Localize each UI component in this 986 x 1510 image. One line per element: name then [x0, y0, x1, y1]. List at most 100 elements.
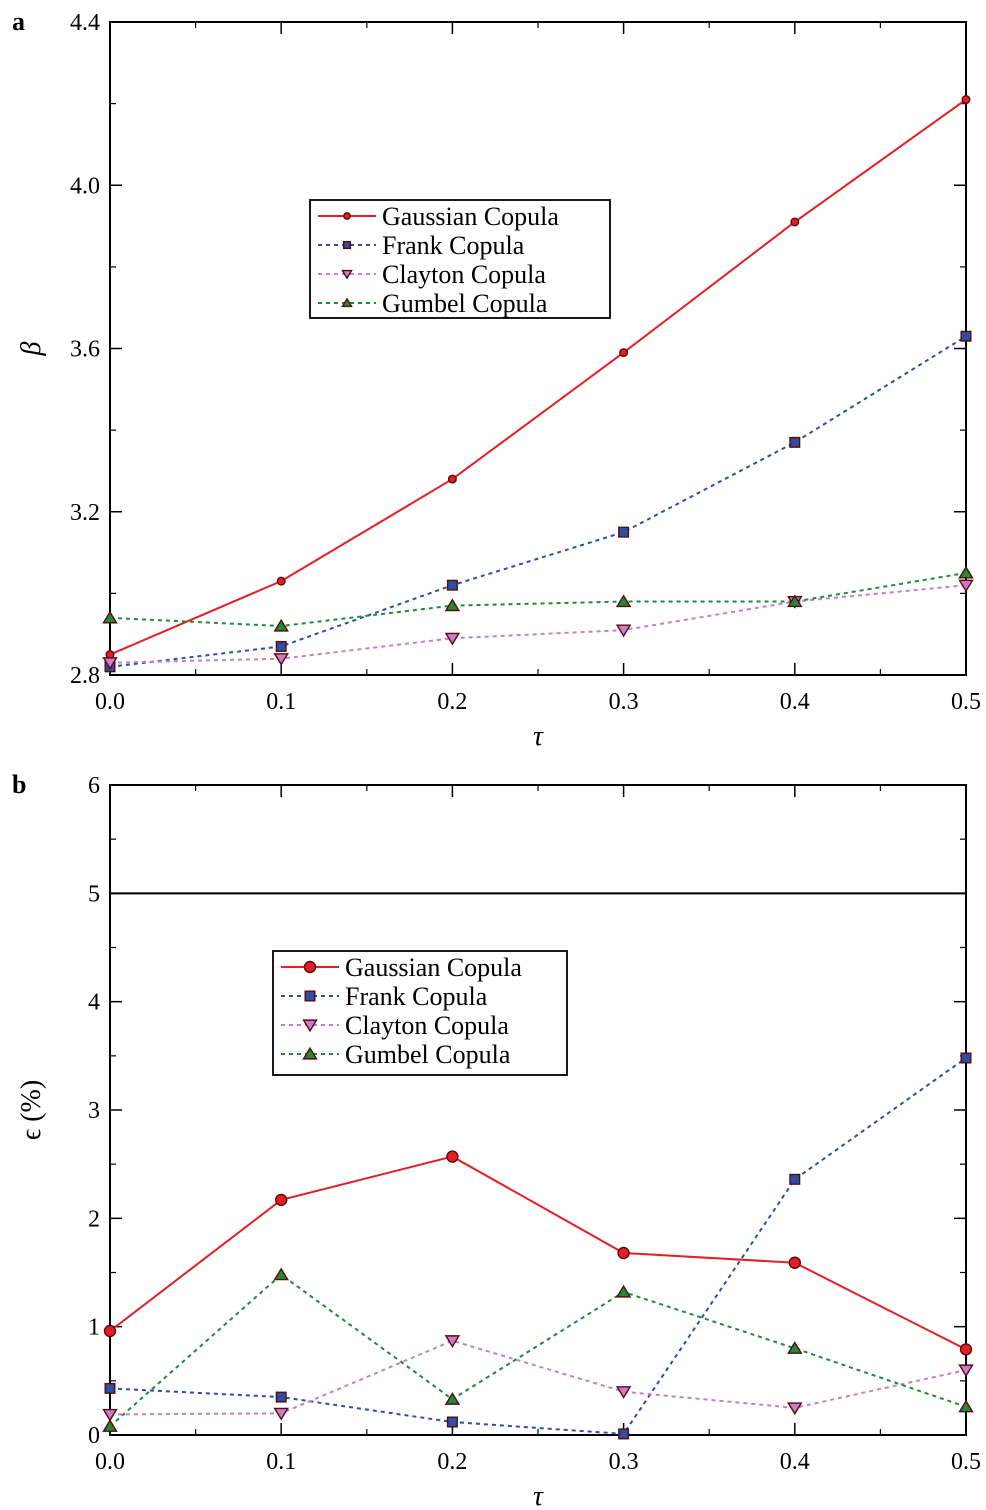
y-axis-label-a: β [16, 341, 47, 356]
point-b-gumbel-copula-4 [787, 1341, 803, 1354]
x-tick-label-a-5: 0.5 [951, 689, 981, 715]
point-b-clayton-copula-1 [273, 1407, 289, 1421]
series-line-b-gumbel-copula [109, 1273, 967, 1428]
point-a-frank-copula-5 [960, 330, 972, 342]
y-tick-label-b-3: 3 [88, 1098, 100, 1124]
point-a-gaussian-copula-3 [619, 348, 629, 358]
point-b-frank-copula-4 [789, 1173, 801, 1185]
legend-box-a [309, 199, 611, 319]
x-tick-label-a-2: 0.2 [437, 689, 467, 715]
point-a-gumbel-copula-4 [787, 594, 803, 608]
point-b-clayton-copula-3 [615, 1386, 632, 1399]
legend-label-a-gaussian-copula: Gaussian Copula [382, 202, 559, 231]
series-line-a-frank-copula [109, 335, 967, 668]
legend-marker-a-frank-copula [342, 240, 352, 250]
point-a-gumbel-copula-3 [615, 594, 632, 608]
point-b-frank-copula-5 [960, 1052, 972, 1064]
legend-marker-b-clayton-copula [302, 1019, 318, 1033]
point-a-gumbel-copula-1 [273, 618, 289, 632]
panel-b: b 0.0 0.1 0.2 0.3 0.4 0.5 0 1 2 3 4 5 6 Gaussian Cop… [12, 770, 981, 1510]
point-b-gaussian-copula-0 [103, 1324, 117, 1338]
point-a-frank-copula-3 [618, 526, 630, 538]
x-axis-label-a: τ [533, 721, 544, 752]
panel-a: a 0.0 0.1 0.2 0.3 0.4 0.5 2.8 3.2 3.6 4.0 4.4 Gaus… [12, 7, 981, 752]
point-b-gumbel-copula-5 [958, 1399, 974, 1413]
y-tick-label-a-1: 3.2 [70, 500, 100, 526]
point-a-clayton-copula-3 [615, 624, 632, 638]
point-b-gaussian-copula-1 [275, 1193, 288, 1207]
y-tick-label-b-1: 1 [88, 1315, 100, 1341]
axis-ticks-a: 0.0 0.1 0.2 0.3 0.4 0.5 2.8 3.2 3.6 4.0 4.4 [70, 10, 981, 715]
point-a-gaussian-copula-2 [447, 474, 457, 484]
series-group-b [102, 1052, 974, 1440]
legend-label-a-gumbel-copula: Gumbel Copula [382, 289, 548, 318]
y-axis-label-b: ϵ (%) [16, 1080, 47, 1140]
legend-label-b-gumbel-copula: Gumbel Copula [345, 1040, 511, 1069]
point-b-gumbel-copula-0 [102, 1419, 118, 1432]
series-line-a-gumbel-copula [109, 571, 967, 628]
plot-frame-b [109, 784, 967, 1436]
legend-marker-a-gumbel-copula [341, 297, 353, 308]
legend-marker-a-gaussian-copula [343, 212, 351, 220]
x-tick-label-b-4: 0.4 [780, 1449, 810, 1475]
y-tick-label-a-2: 3.6 [70, 337, 100, 363]
point-b-gumbel-copula-3 [615, 1284, 632, 1298]
legend-marker-b-gaussian-copula [303, 960, 317, 974]
point-a-frank-copula-2 [446, 579, 458, 591]
series-line-a-gaussian-copula [109, 98, 967, 656]
x-tick-label-a-4: 0.4 [780, 689, 810, 715]
point-b-gaussian-copula-5 [959, 1343, 973, 1356]
point-b-gaussian-copula-2 [446, 1150, 459, 1163]
point-a-gaussian-copula-1 [276, 576, 286, 586]
point-b-gumbel-copula-1 [273, 1267, 289, 1281]
y-tick-label-a-0: 2.8 [70, 663, 100, 689]
legend-label-b-frank-copula: Frank Copula [345, 982, 488, 1011]
x-tick-label-a-3: 0.3 [609, 689, 639, 715]
point-b-gumbel-copula-2 [444, 1392, 461, 1405]
legend-label-a-frank-copula: Frank Copula [382, 231, 525, 260]
point-b-frank-copula-2 [446, 1416, 458, 1428]
point-a-gaussian-copula-4 [790, 217, 800, 227]
point-b-clayton-copula-5 [958, 1364, 974, 1378]
y-tick-label-a-3: 4.0 [70, 173, 100, 199]
axis-ticks-b: 0.0 0.1 0.2 0.3 0.4 0.5 0 1 2 3 4 5 6 [88, 773, 981, 1475]
point-b-clayton-copula-4 [787, 1402, 803, 1416]
point-b-gaussian-copula-3 [617, 1246, 630, 1260]
x-tick-label-b-3: 0.3 [609, 1449, 639, 1475]
point-b-frank-copula-0 [104, 1382, 116, 1394]
point-a-clayton-copula-0 [102, 657, 118, 670]
point-b-gaussian-copula-4 [788, 1256, 801, 1269]
panel-letter-a: a [12, 7, 25, 36]
x-tick-label-b-2: 0.2 [437, 1449, 467, 1475]
series-line-b-gaussian-copula [109, 1155, 967, 1351]
y-tick-label-b-4: 4 [88, 990, 100, 1016]
y-tick-label-b-5: 5 [88, 881, 100, 907]
legend-marker-b-frank-copula [304, 990, 316, 1002]
x-axis-label-b: τ [533, 1481, 544, 1510]
y-tick-label-b-6: 6 [88, 773, 100, 799]
point-a-gaussian-copula-5 [961, 95, 971, 105]
point-a-gumbel-copula-0 [102, 610, 118, 624]
point-a-clayton-copula-5 [958, 579, 974, 593]
legend-label-b-clayton-copula: Clayton Copula [345, 1011, 509, 1040]
point-b-frank-copula-1 [275, 1391, 287, 1403]
point-b-clayton-copula-2 [444, 1335, 461, 1348]
point-a-gumbel-copula-2 [444, 598, 461, 612]
legend-marker-b-gumbel-copula [302, 1046, 318, 1060]
point-b-clayton-copula-0 [102, 1408, 118, 1422]
plot-frame-a [109, 21, 967, 676]
series-line-b-frank-copula [109, 1057, 967, 1435]
x-tick-label-a-0: 0.0 [95, 689, 125, 715]
point-a-gumbel-copula-5 [958, 565, 974, 579]
y-tick-label-b-0: 0 [88, 1423, 100, 1449]
series-line-b-clayton-copula [109, 1339, 967, 1416]
point-a-frank-copula-1 [275, 640, 287, 652]
panel-letter-b: b [12, 770, 26, 799]
point-a-clayton-copula-2 [444, 632, 461, 646]
x-tick-label-a-1: 0.1 [266, 689, 296, 715]
legend-label-a-clayton-copula: Clayton Copula [382, 260, 546, 289]
legend-label-b-gaussian-copula: Gaussian Copula [345, 953, 522, 982]
